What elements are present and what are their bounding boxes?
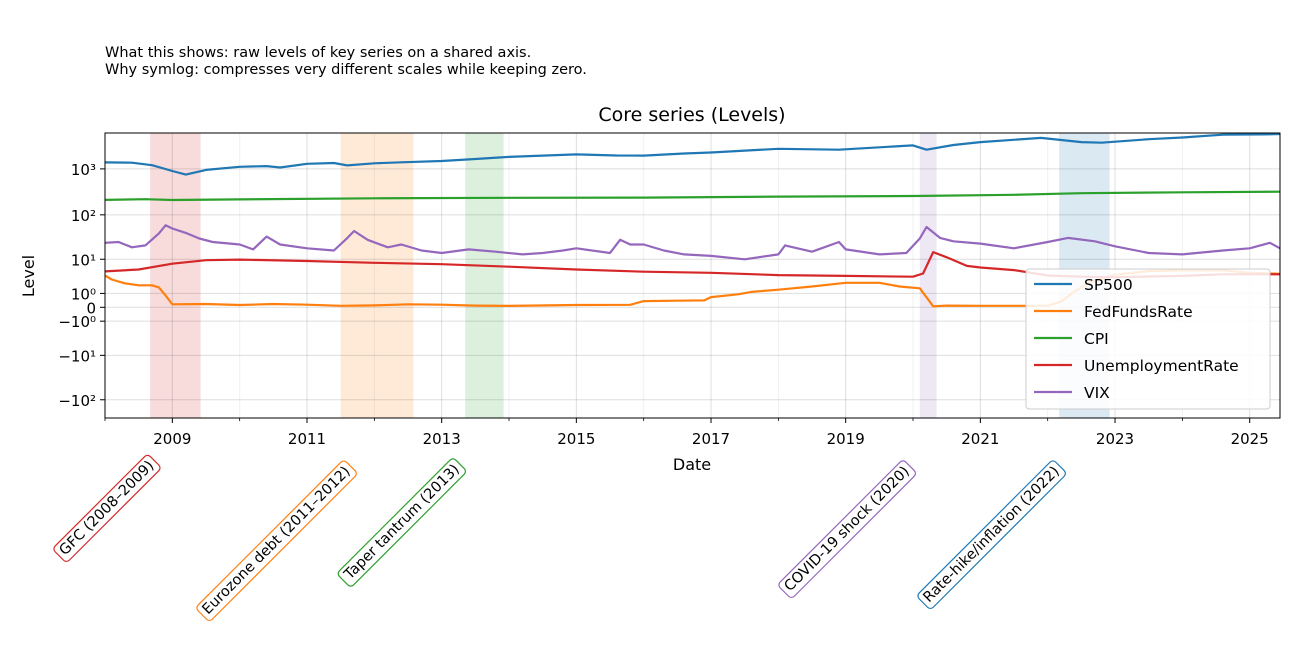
event-label-box	[917, 460, 1066, 610]
x-tick-label: 2021	[961, 430, 999, 448]
series-line-VIX	[104, 224, 1281, 261]
event-label-box	[53, 454, 161, 563]
event-label-0: GFC (2008–2009)	[53, 454, 161, 563]
legend: SP500 FedFundsRate CPI UnemploymentRate VIX	[1025, 268, 1271, 410]
event-span-1	[340, 133, 414, 418]
legend-label: SP500	[1084, 276, 1133, 294]
event-label-4: Rate-hike/inflation (2022)	[917, 460, 1066, 610]
legend-box	[1025, 268, 1271, 410]
event-label-1: Eurozone debt (2011–2012)	[196, 460, 357, 622]
x-tick-label: 2019	[827, 430, 865, 448]
note-line-2: Why symlog: compresses very different sc…	[105, 62, 587, 78]
x-tick-label: 2017	[692, 430, 730, 448]
y-tick-label: 10²	[71, 207, 96, 225]
y-tick-label: 10³	[71, 161, 96, 179]
axis-ticks: 2009 2011 2013 2015 2017 2019 2021 2023 2025 10³ 1…	[58, 161, 1268, 448]
event-labels: GFC (2008–2009) Eurozone debt (2011–2012)…	[53, 454, 1066, 622]
x-tick-label: 2023	[1096, 430, 1134, 448]
event-label-text: Eurozone debt (2011–2012)	[200, 464, 354, 618]
y-tick-label: 0	[86, 299, 96, 317]
y-tick-label: −10⁰	[58, 313, 96, 331]
chart-title: Core series (Levels)	[598, 104, 785, 126]
event-span-3	[919, 133, 937, 418]
y-tick-label: 10¹	[71, 251, 96, 269]
note-line-1: What this shows: raw levels of key serie…	[105, 45, 532, 61]
event-spans	[150, 133, 1110, 418]
x-tick-label: 2015	[557, 430, 595, 448]
legend-label: VIX	[1084, 384, 1110, 402]
series-line-CPI	[104, 190, 1281, 202]
event-label-box	[337, 458, 467, 587]
y-axis-label: Level	[19, 255, 38, 297]
series-line-SP500	[104, 132, 1281, 176]
legend-label: CPI	[1084, 330, 1109, 348]
event-label-text: Taper tantrum (2013)	[341, 461, 463, 583]
y-tick-label: −10¹	[58, 347, 96, 365]
x-tick-label: 2013	[423, 430, 461, 448]
event-label-text: Rate-hike/inflation (2022)	[921, 464, 1063, 606]
event-span-0	[150, 133, 201, 418]
x-tick-label: 2011	[288, 430, 326, 448]
event-label-text: GFC (2008–2009)	[57, 458, 158, 559]
x-tick-label: 2009	[153, 430, 191, 448]
event-span-2	[465, 133, 504, 418]
y-tick-label: 10⁰	[71, 285, 96, 303]
event-label-box	[778, 460, 917, 599]
y-tick-label: −10²	[58, 392, 96, 410]
x-tick-label: 2025	[1231, 430, 1269, 448]
event-label-box	[196, 460, 357, 622]
event-label-3: COVID-19 shock (2020)	[778, 460, 917, 599]
event-label-2: Taper tantrum (2013)	[337, 458, 467, 587]
x-axis-label: Date	[673, 455, 711, 474]
plot-frame	[104, 132, 1281, 419]
event-label-text: COVID-19 shock (2020)	[782, 463, 913, 594]
legend-label: UnemploymentRate	[1084, 357, 1239, 375]
legend-label: FedFundsRate	[1084, 303, 1193, 321]
